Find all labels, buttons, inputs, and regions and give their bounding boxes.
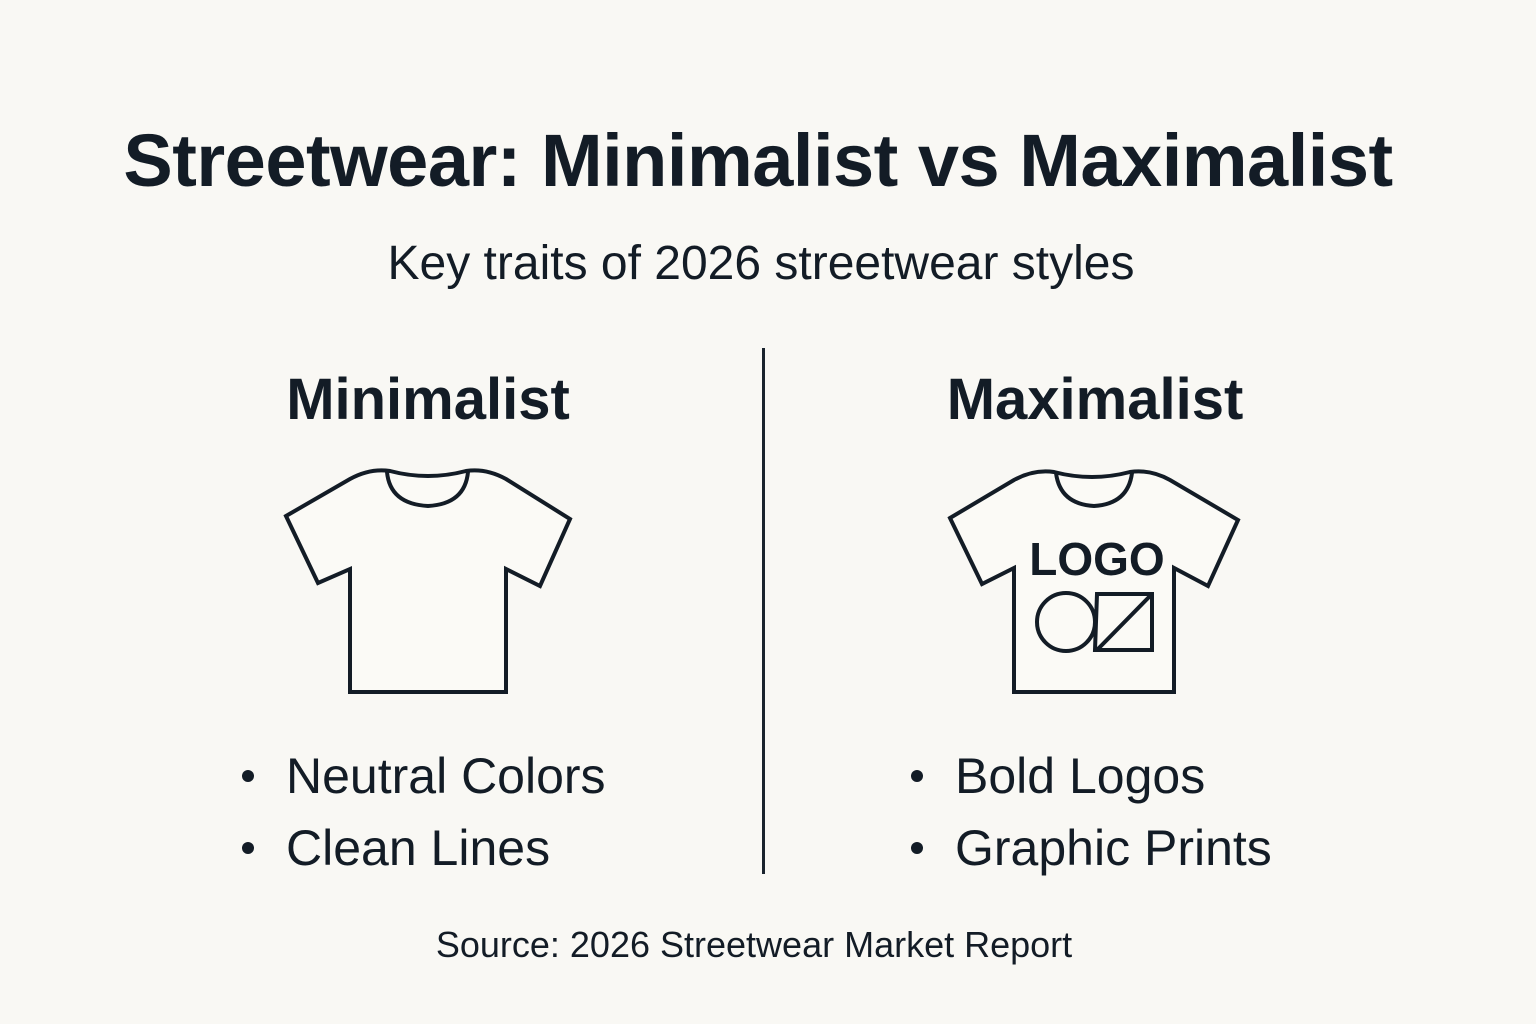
source-note: Source: 2026 Streetwear Market Report (435, 924, 1073, 965)
triangle-graphic (1092, 592, 1154, 652)
page-title: Streetwear: Minimalist vs Maximalist (123, 119, 1393, 202)
minimalist-heading: Minimalist (286, 367, 570, 432)
list-item: Clean Lines (236, 812, 606, 884)
list-item: Graphic Prints (905, 812, 1272, 884)
minimalist-trait-list: Neutral Colors Clean Lines (236, 740, 606, 884)
page-subtitle: Key traits of 2026 streetwear styles (387, 237, 1135, 290)
logo-tshirt-icon: LOGO (947, 469, 1241, 694)
bullet-icon (242, 770, 254, 782)
column-divider (762, 348, 765, 874)
bullet-icon (242, 842, 254, 854)
bullet-icon (911, 770, 923, 782)
list-item: Neutral Colors (236, 740, 606, 812)
plain-tshirt-icon (283, 468, 573, 694)
trait-label: Bold Logos (955, 748, 1206, 804)
trait-label: Graphic Prints (955, 820, 1272, 876)
shirt-logo-text: LOGO (1029, 533, 1164, 585)
trait-label: Clean Lines (286, 820, 551, 876)
trait-label: Neutral Colors (286, 748, 606, 804)
maximalist-heading: Maximalist (946, 367, 1244, 432)
list-item: Bold Logos (905, 740, 1272, 812)
bullet-icon (911, 842, 923, 854)
maximalist-trait-list: Bold Logos Graphic Prints (905, 740, 1272, 884)
